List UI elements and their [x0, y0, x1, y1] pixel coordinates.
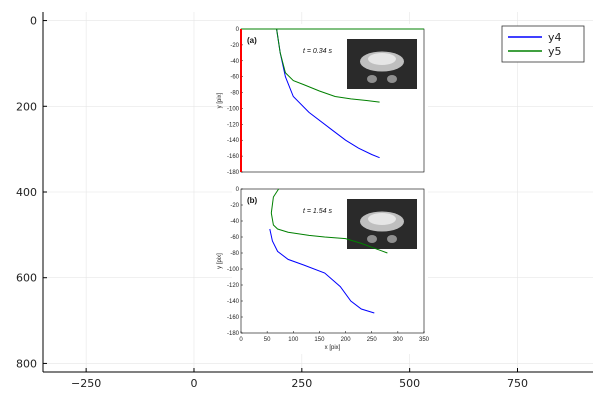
- panel-x-tick-label: 150: [314, 337, 325, 343]
- x-tick-label: 750: [507, 377, 528, 390]
- y-tick-label: 600: [16, 272, 37, 285]
- panel-x-tick-label: 350: [419, 337, 430, 343]
- panel-label: (a): [247, 36, 257, 45]
- panel-y-tick-label: -180: [227, 170, 240, 176]
- panel-y-tick-label: -140: [227, 138, 240, 144]
- panel-x-tick-label: 300: [393, 337, 404, 343]
- panel-frame: [240, 188, 425, 334]
- legend-box: [501, 25, 585, 63]
- panel-curve: [276, 28, 380, 159]
- jellyfish-lobe: [387, 75, 397, 83]
- jellyfish-bell-highlight: [368, 213, 396, 225]
- panel-x-tick-label: 200: [341, 337, 352, 343]
- y-tick-label: 800: [16, 357, 37, 370]
- panel-y-tick-label: -80: [230, 251, 239, 257]
- jellyfish-bell-highlight: [368, 53, 396, 65]
- panel-y-tick-label: -20: [230, 43, 239, 49]
- panel-y-tick-label: 0: [236, 187, 240, 193]
- x-tick-label: 500: [399, 377, 420, 390]
- panel-y-tick-label: -100: [227, 106, 240, 112]
- panel-y-tick-label: -60: [230, 235, 239, 241]
- panel-curve: [276, 28, 380, 103]
- panel-curve: [269, 228, 375, 314]
- jellyfish-lobe: [367, 235, 377, 243]
- panel-label: (b): [247, 196, 258, 205]
- panel-y-label: y [pix]: [217, 253, 223, 269]
- panel-y-tick-label: -60: [230, 75, 239, 81]
- panel-x-tick-label: 250: [367, 337, 378, 343]
- panel-x-tick-label: 50: [264, 337, 271, 343]
- panel-y-tick-label: -160: [227, 315, 240, 321]
- legend-label-y5: y5: [548, 45, 562, 58]
- panel-y-tick-label: -120: [227, 122, 240, 128]
- x-tick-label: −250: [71, 377, 101, 390]
- panel-x-tick-label: 0: [239, 337, 243, 343]
- jellyfish-lobe: [387, 235, 397, 243]
- panel-y-tick-label: -160: [227, 154, 240, 160]
- panel-y-tick-label: -80: [230, 91, 239, 97]
- panel-y-tick-label: -40: [230, 59, 239, 65]
- panel-a: 0 -20 -40 -60 -80 -100 -120 -140 -160 -180 y [pix]…: [217, 27, 425, 176]
- panel-time-label: t = 0.34 s: [303, 48, 332, 55]
- jellyfish-lobe: [367, 75, 377, 83]
- legend-label-y4: y4: [548, 31, 562, 44]
- embedded-figure: 0 -20 -40 -60 -80 -100 -120 -140 -160 -180 y [pix]…: [217, 24, 430, 354]
- panel-y-label: y [pix]: [217, 92, 223, 108]
- panel-curve: [270, 212, 388, 254]
- panel-y-tick-label: -140: [227, 299, 240, 305]
- y-tick-label: 200: [16, 100, 37, 113]
- panel-x-label: x [pix]: [325, 345, 341, 351]
- panel-y-tick-label: -120: [227, 283, 240, 289]
- panel-y-tick-label: -100: [227, 267, 240, 273]
- panel-y-tick-label: -20: [230, 203, 239, 209]
- panel-curve: [270, 188, 280, 214]
- panel-y-tick-label: -40: [230, 219, 239, 225]
- panel-y-tick-label: -180: [227, 331, 240, 337]
- y-tick-label: 0: [30, 15, 37, 28]
- panel-y-tick-label: 0: [236, 27, 240, 33]
- x-tick-label: 250: [291, 377, 312, 390]
- panel-x-tick-label: 100: [288, 337, 299, 343]
- x-tick-label: 0: [190, 377, 197, 390]
- panel-time-label: t = 1.54 s: [303, 208, 332, 215]
- y-tick-label: 400: [16, 186, 37, 199]
